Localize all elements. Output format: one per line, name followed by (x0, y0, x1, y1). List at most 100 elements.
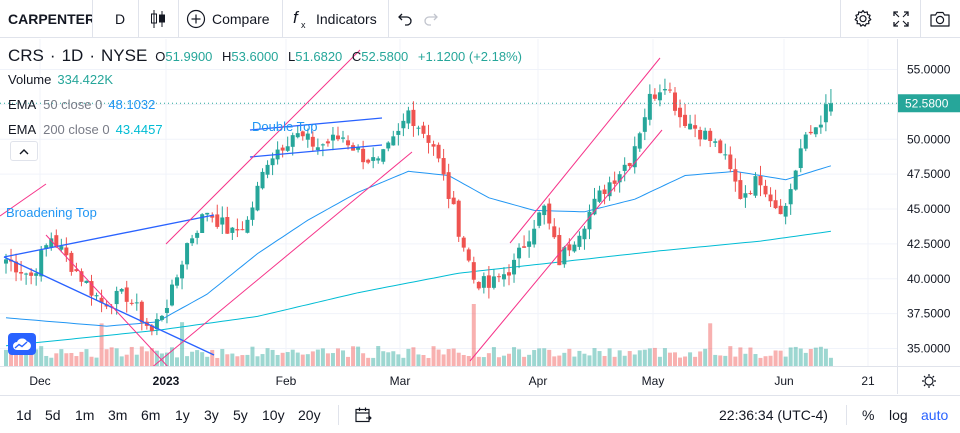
svg-text:f: f (293, 8, 300, 27)
volume-bar (411, 347, 416, 366)
double-top-upper-line[interactable] (249, 117, 383, 131)
indicators-button[interactable]: f x Indicators (292, 0, 377, 38)
volume-bar (215, 357, 220, 366)
double-top-lower-line[interactable] (249, 144, 383, 158)
scale-settings-button[interactable] (897, 366, 960, 394)
price-tick-label: 37.5000 (907, 307, 951, 321)
volume-bar (351, 346, 356, 366)
candle-body (567, 244, 572, 251)
range-3m-button[interactable]: 3m (108, 407, 128, 423)
time-scale[interactable]: Dec 2023 Feb Mar Apr May Jun 21 (0, 366, 897, 394)
candle-body (597, 190, 602, 202)
fullscreen-button[interactable] (890, 0, 912, 38)
range-5d-button[interactable]: 5d (45, 407, 61, 423)
volume-bar (496, 357, 501, 366)
settings-button[interactable] (852, 0, 874, 38)
volume-bar (798, 348, 803, 366)
redo-button[interactable] (422, 0, 440, 38)
undo-button[interactable] (396, 0, 414, 38)
volume-bar (763, 356, 768, 366)
volume-value: 334.422K (57, 72, 114, 87)
tradingview-logo-button[interactable] (8, 333, 36, 355)
auto-scale-button[interactable]: auto (921, 407, 949, 423)
series-legend[interactable]: CRS · 1D · NYSE O51.9900 H53.6000 L51.68… (8, 46, 522, 66)
chart-pane[interactable]: Double Top Broadening Top (0, 39, 897, 366)
percent-scale-button[interactable]: % (862, 407, 875, 423)
candle-body (346, 140, 351, 146)
bottom-toolbar: 1d 5d 1m 3m 6m 1y 3y 5y 10y 20y 22:36:34… (0, 395, 960, 433)
volume-bar (235, 356, 240, 366)
go-to-date-button[interactable] (354, 396, 372, 433)
ema50-params: 50 close 0 (43, 97, 103, 112)
candle-body (723, 154, 728, 156)
legend-collapse-button[interactable] (10, 141, 38, 161)
price-scale[interactable]: 55.000052.500050.000047.500045.000042.50… (897, 39, 960, 366)
range-10y-button[interactable]: 10y (262, 407, 285, 423)
open-value: 51.9900 (165, 49, 213, 64)
volume-bar (662, 348, 667, 366)
volume-bar (527, 354, 532, 366)
volume-legend[interactable]: Volume 334.422K (8, 72, 522, 87)
volume-bar (587, 355, 592, 366)
timezone-clock[interactable]: 22:36:34 (UTC-4) (719, 407, 828, 423)
broadening-top-label[interactable]: Broadening Top (6, 205, 97, 220)
volume-bar (54, 353, 59, 366)
range-5y-button[interactable]: 5y (233, 407, 248, 423)
time-tick-label: 2023 (153, 374, 180, 388)
volume-bar (169, 347, 174, 366)
chart-type-button[interactable] (146, 0, 170, 38)
volume-bar (305, 354, 310, 366)
broadening-trend-down[interactable] (45, 234, 170, 366)
double-top-label[interactable]: Double Top (252, 119, 318, 134)
candle-body (713, 141, 718, 143)
volume-bar (758, 357, 763, 366)
range-3y-button[interactable]: 3y (204, 407, 219, 423)
ema50-legend[interactable]: EMA 50 close 0 48.1032 (8, 97, 522, 112)
ema200-legend[interactable]: EMA 200 close 0 43.4457 (8, 122, 522, 137)
camera-icon (930, 11, 950, 27)
candle-body (552, 226, 557, 238)
candle-body (577, 235, 582, 247)
candle-body (139, 301, 144, 323)
legend-interval: 1D (61, 46, 84, 65)
range-20y-button[interactable]: 20y (298, 407, 321, 423)
channel-line-b2[interactable] (509, 57, 661, 244)
channel-line-a1[interactable] (165, 49, 361, 245)
log-scale-button[interactable]: log (889, 407, 908, 423)
time-axis[interactable]: Dec 2023 Feb Mar Apr May Jun 21 (0, 367, 897, 395)
range-1y-button[interactable]: 1y (175, 407, 190, 423)
volume-bar (149, 348, 154, 366)
interval-button[interactable]: D (114, 11, 126, 27)
candle-body (391, 136, 396, 146)
volume-bar (255, 356, 260, 366)
channel-line-b1[interactable] (469, 129, 663, 362)
range-1m-button[interactable]: 1m (75, 407, 95, 423)
channel-line-a2[interactable] (150, 151, 413, 366)
range-6m-button[interactable]: 6m (141, 407, 161, 423)
broadening-trend-up[interactable] (0, 183, 47, 217)
candle-body (406, 110, 411, 124)
price-chart[interactable]: Double Top Broadening Top (0, 39, 897, 366)
snapshot-button[interactable] (928, 0, 952, 38)
volume-bar (803, 352, 808, 366)
compare-button[interactable]: Compare (186, 0, 270, 38)
broadening-upper-line[interactable] (3, 214, 215, 258)
volume-bar (185, 356, 190, 366)
open-key: O (155, 49, 166, 64)
symbol-search-button[interactable]: CARPENTER (8, 11, 92, 27)
volume-bar (657, 356, 662, 366)
candle-body (446, 172, 451, 199)
bottom-divider (338, 405, 339, 425)
candle-body (758, 176, 763, 186)
plus-circle-icon (186, 9, 206, 29)
broadening-lower-line[interactable] (3, 256, 215, 356)
volume-bar (245, 354, 250, 366)
last-price-label: 52.5800 (905, 96, 949, 110)
ema200-label: EMA (8, 122, 36, 137)
range-1d-button[interactable]: 1d (16, 407, 32, 423)
volume-bar (688, 352, 693, 366)
volume-bar (547, 349, 552, 366)
ema50-path (5, 165, 832, 327)
volume-bar (828, 357, 833, 366)
price-axis[interactable]: 55.000052.500050.000047.500045.000042.50… (898, 39, 960, 366)
